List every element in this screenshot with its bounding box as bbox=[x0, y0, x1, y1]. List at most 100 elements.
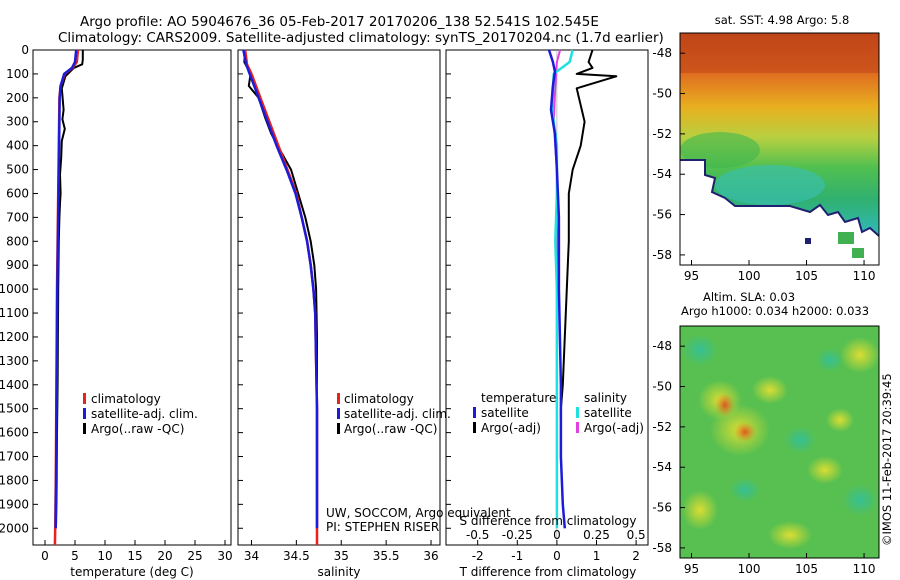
salinity-satellite-clim-line bbox=[242, 49, 319, 529]
sst-no-data-area-edge bbox=[680, 159, 879, 237]
legend-swatch-temp-satellite bbox=[473, 407, 476, 418]
temperature-plot-frame bbox=[32, 49, 232, 546]
latitude-tick-label: -48 bbox=[652, 46, 672, 60]
temperature-satellite-difference-line bbox=[547, 49, 567, 529]
latitude-tick-label: -50 bbox=[652, 87, 672, 101]
sla-low-blob bbox=[729, 478, 761, 502]
sst-map-frame bbox=[679, 32, 880, 266]
difference-panel: -2 -1 0 1 2 -0.5 -0.25 0 0.25 0.5 temperature sat… bbox=[445, 49, 649, 579]
latitude-tick-label: -48 bbox=[652, 339, 672, 353]
salinity-x-tick-label: 35 bbox=[334, 549, 349, 563]
salinity-difference-x-tick-label: 0.5 bbox=[627, 528, 646, 542]
sla-map-frame bbox=[679, 325, 880, 559]
depth-tick-label: 200 bbox=[6, 91, 29, 105]
longitude-tick-label: 100 bbox=[738, 269, 761, 283]
sst-no-data-area bbox=[680, 160, 879, 265]
longitude-tick-label: 95 bbox=[684, 562, 699, 576]
temperature-difference-x-tick-label: -2 bbox=[472, 549, 484, 563]
longitude-tick-label: 105 bbox=[795, 269, 818, 283]
sst-cyan-patch bbox=[715, 165, 825, 205]
legend-label-satellite-clim: satellite-adj. clim. bbox=[91, 407, 198, 421]
longitude-tick-label: 95 bbox=[684, 269, 699, 283]
legend-swatch-satellite-clim bbox=[337, 408, 340, 419]
depth-tick-label: 1300 bbox=[0, 354, 29, 368]
figure-title-line2: Climatology: CARS2009. Satellite-adjuste… bbox=[58, 30, 664, 46]
temperature-difference-x-tick-label: 0 bbox=[553, 549, 561, 563]
longitude-tick-label: 105 bbox=[795, 562, 818, 576]
latitude-tick-label: -58 bbox=[652, 248, 672, 262]
sla-low-blob bbox=[784, 426, 816, 454]
sst-island bbox=[852, 248, 864, 258]
temperature-panel: 0 5 10 15 20 25 30 climatology satellite-adj. … bbox=[32, 49, 233, 579]
depth-tick-label: 0 bbox=[21, 43, 29, 57]
depth-tick-label: 1700 bbox=[0, 450, 29, 464]
sst-map: sat. SST: 4.98 Argo: 5.8 -48 -50 -52 -54 -56… bbox=[652, 13, 880, 283]
difference-plot-frame bbox=[445, 49, 649, 546]
latitude-tick-label: -54 bbox=[652, 167, 672, 181]
longitude-tick-label: 110 bbox=[853, 562, 876, 576]
salinity-difference-x-tick-label: 0.25 bbox=[583, 528, 610, 542]
sla-high-blob bbox=[768, 521, 812, 549]
legend-swatch-satellite-clim bbox=[83, 408, 86, 419]
latitude-tick-label: -52 bbox=[652, 127, 672, 141]
latitude-tick-label: -54 bbox=[652, 460, 672, 474]
depth-tick-label: 1800 bbox=[0, 473, 29, 487]
sla-high-blob bbox=[840, 337, 879, 373]
depth-tick-label: 500 bbox=[6, 163, 29, 177]
temperature-x-tick-label: 20 bbox=[157, 549, 172, 563]
temperature-x-tick-label: 5 bbox=[71, 549, 79, 563]
legend-label-satellite-clim: satellite-adj. clim. bbox=[344, 407, 451, 421]
salinity-satellite-difference-line bbox=[550, 49, 574, 529]
temperature-x-tick-label: 15 bbox=[127, 549, 142, 563]
latitude-tick-label: -58 bbox=[652, 541, 672, 555]
sla-high-blob bbox=[807, 456, 843, 484]
temperature-difference-x-tick-label: 1 bbox=[593, 549, 601, 563]
salinity-difference-axis-label: S difference from climatology bbox=[460, 514, 637, 528]
salinity-axis-label: salinity bbox=[317, 565, 360, 579]
legend-label-argo: Argo(..raw -QC) bbox=[344, 422, 437, 436]
sst-island bbox=[805, 238, 811, 244]
sst-island bbox=[838, 232, 854, 244]
legend-label-argo: Argo(..raw -QC) bbox=[91, 422, 184, 436]
salinity-difference-x-tick-label: -0.25 bbox=[502, 528, 533, 542]
legend-title-salinity: salinity bbox=[584, 391, 627, 405]
temperature-x-tick-label: 30 bbox=[217, 549, 232, 563]
temperature-argo-difference-line bbox=[559, 49, 618, 419]
sla-peak-blob bbox=[715, 393, 735, 417]
salinity-difference-x-tick-label: 0 bbox=[553, 528, 561, 542]
depth-tick-label: 100 bbox=[6, 67, 29, 81]
latitude-tick-label: -56 bbox=[652, 501, 672, 515]
depth-tick-label: 1600 bbox=[0, 426, 29, 440]
salinity-panel: 34 34.5 35 35.5 36 climatology satellite-adj… bbox=[237, 49, 511, 579]
sla-low-blob bbox=[682, 334, 718, 366]
legend-label-climatology: climatology bbox=[91, 392, 161, 406]
sla-low-blob bbox=[816, 348, 844, 372]
legend-label-sal-argo: Argo(-adj) bbox=[584, 421, 644, 435]
legend-label-temp-argo: Argo(-adj) bbox=[481, 421, 541, 435]
salinity-legend: climatology satellite-adj. clim. Argo(..… bbox=[337, 392, 451, 436]
temperature-legend: climatology satellite-adj. clim. Argo(..… bbox=[83, 392, 198, 436]
sla-high-blob bbox=[682, 490, 718, 530]
legend-label-climatology: climatology bbox=[344, 392, 414, 406]
depth-tick-label: 1100 bbox=[0, 306, 29, 320]
difference-legend: temperature satellite Argo(-adj) salinit… bbox=[473, 391, 644, 435]
legend-label-temp-satellite: satellite bbox=[481, 406, 529, 420]
depth-tick-label: 700 bbox=[6, 210, 29, 224]
depth-tick-label: 1500 bbox=[0, 402, 29, 416]
legend-swatch-sal-argo bbox=[576, 422, 579, 433]
legend-label-sal-satellite: satellite bbox=[584, 406, 632, 420]
depth-tick-label: 2000 bbox=[0, 521, 29, 535]
longitude-tick-label: 110 bbox=[853, 269, 876, 283]
temperature-difference-axis-label: T difference from climatology bbox=[459, 565, 637, 579]
latitude-tick-label: -50 bbox=[652, 380, 672, 394]
salinity-difference-x-tick-label: -0.5 bbox=[466, 528, 489, 542]
salinity-x-tick-label: 35.5 bbox=[373, 549, 400, 563]
sla-high-blob bbox=[752, 376, 788, 404]
depth-tick-label: 1200 bbox=[0, 330, 29, 344]
legend-title-temperature: temperature bbox=[481, 391, 556, 405]
depth-tick-label: 600 bbox=[6, 186, 29, 200]
salinity-x-tick-label: 36 bbox=[423, 549, 438, 563]
sla-low-blob bbox=[842, 484, 878, 516]
temperature-difference-x-tick-label: 2 bbox=[632, 549, 640, 563]
